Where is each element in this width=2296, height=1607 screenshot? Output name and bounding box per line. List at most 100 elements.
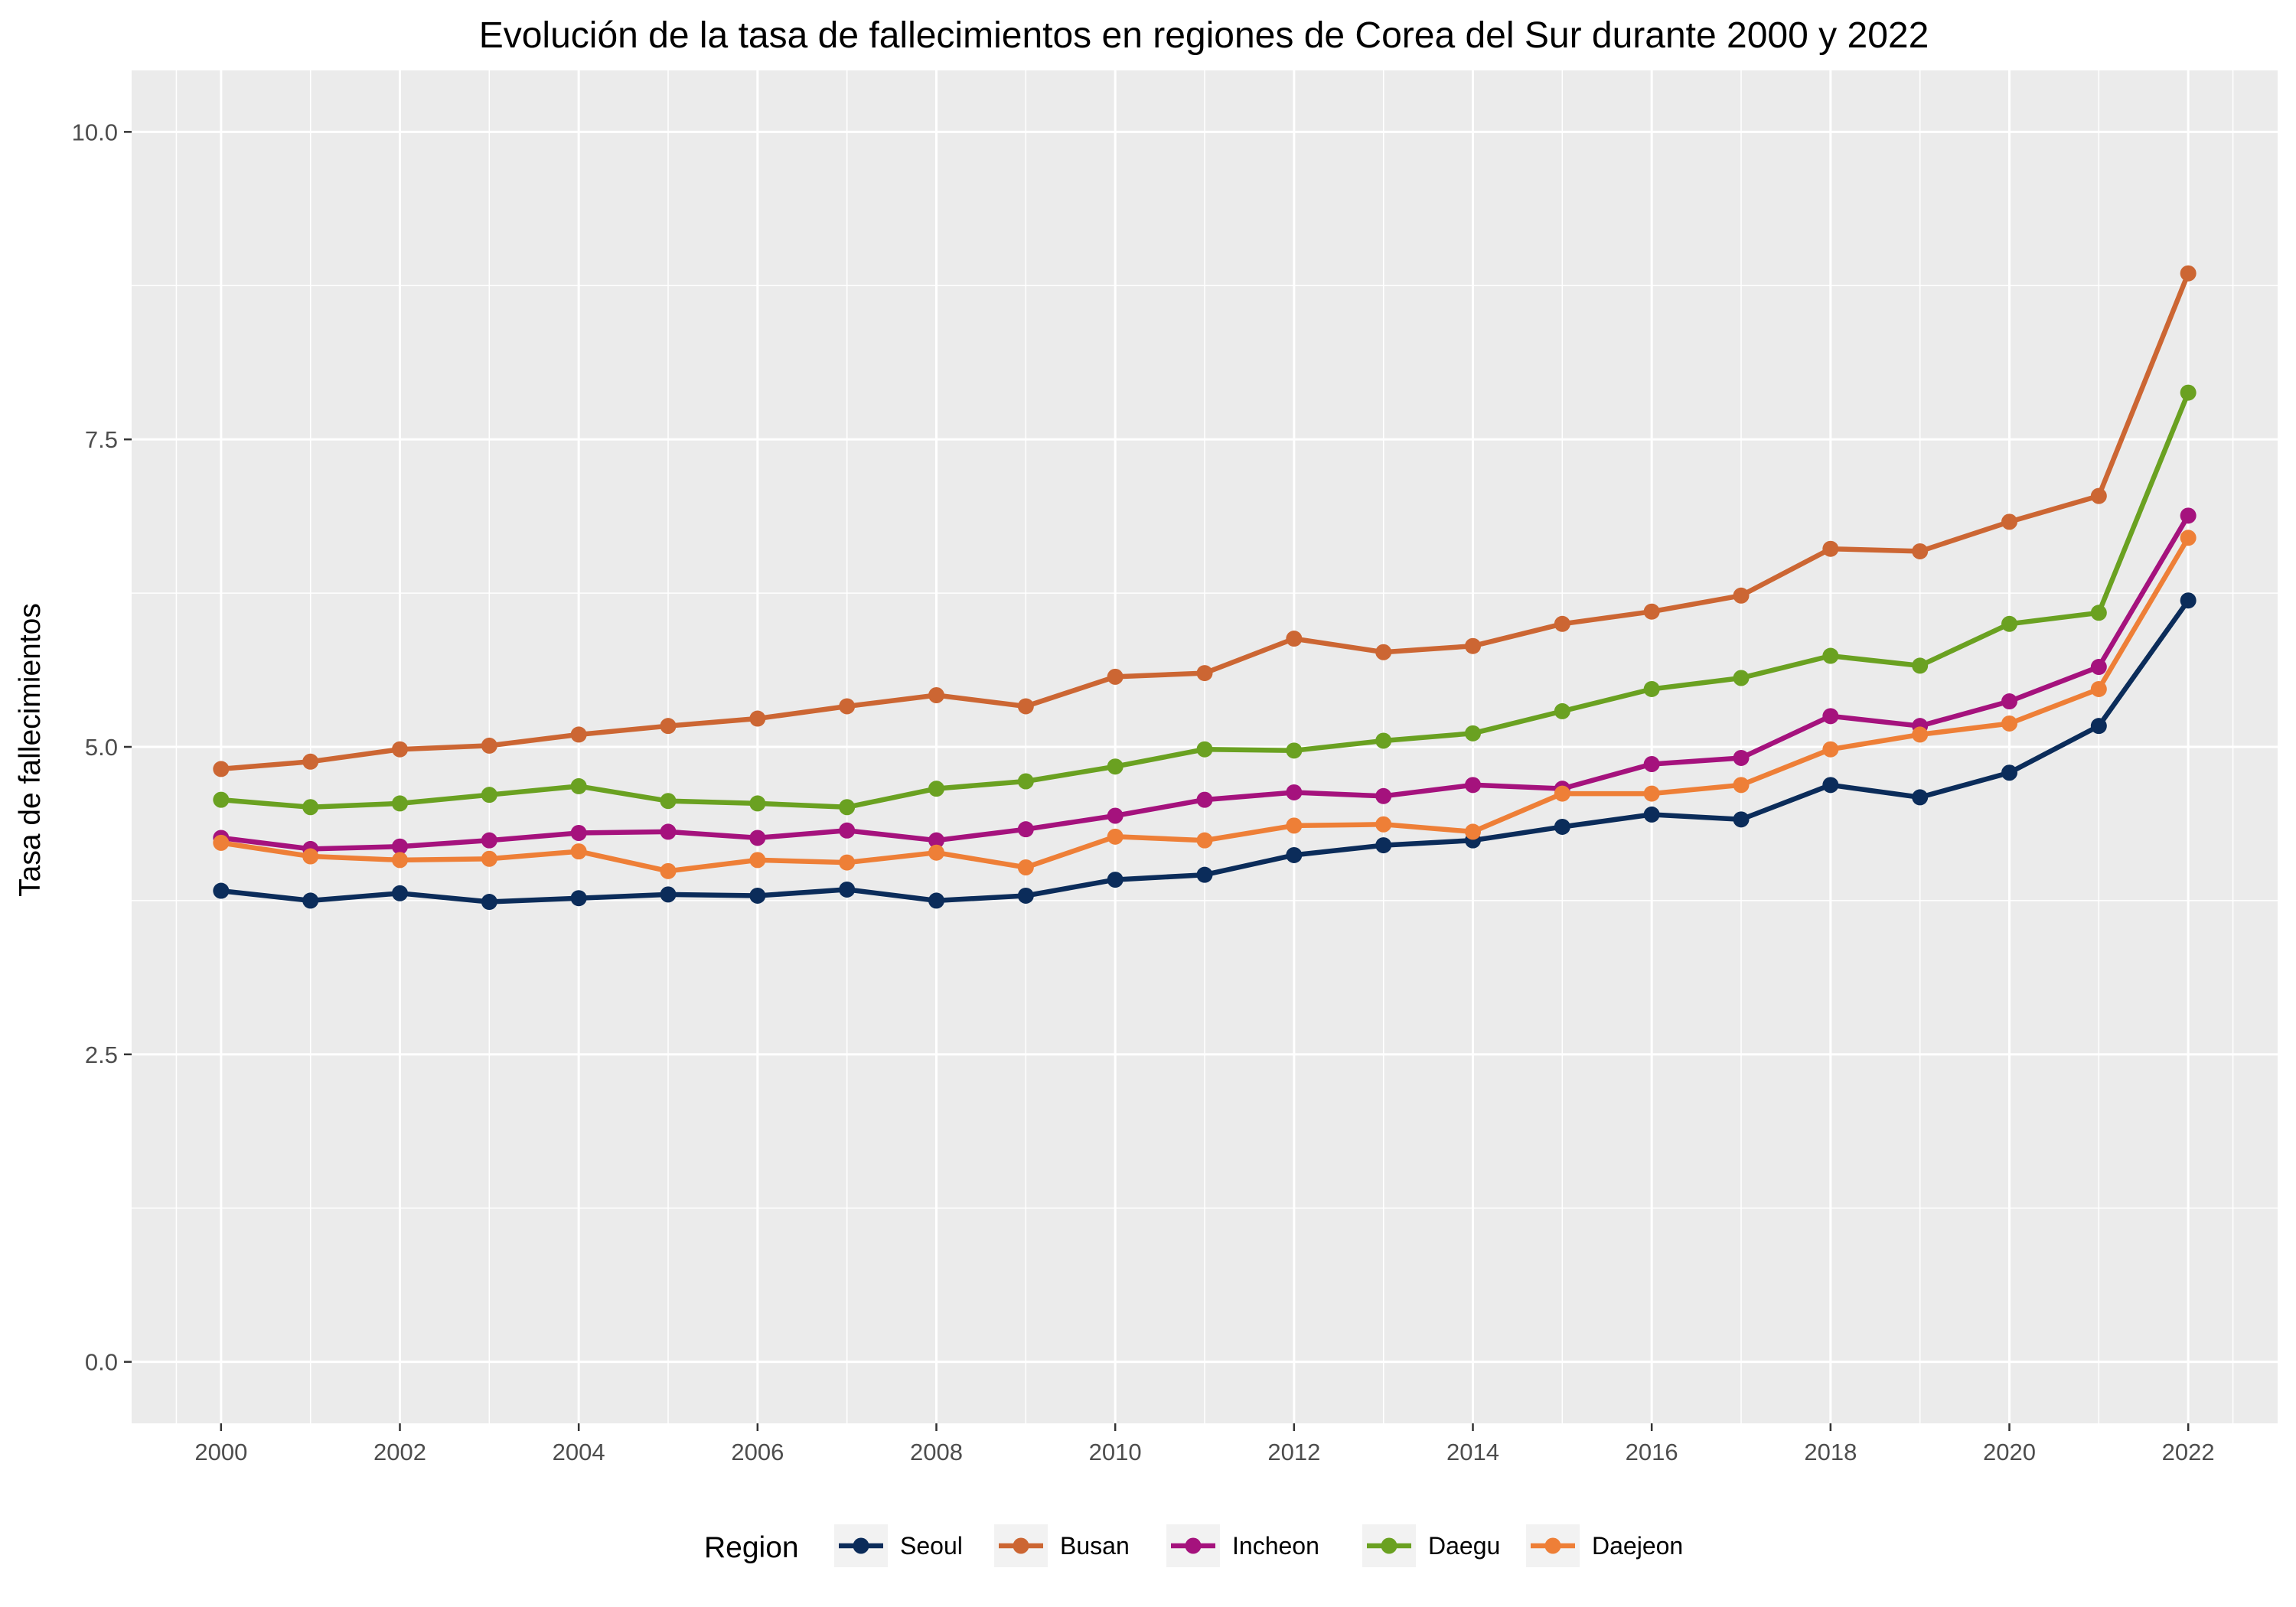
data-point-seoul xyxy=(392,885,408,901)
data-point-busan xyxy=(1643,603,1660,620)
data-point-busan xyxy=(1286,631,1303,647)
data-point-incheon xyxy=(1822,708,1839,725)
x-tick-label: 2012 xyxy=(1267,1439,1320,1465)
data-point-incheon xyxy=(928,832,944,849)
legend-marker-daegu xyxy=(1381,1537,1397,1554)
data-point-daejeon xyxy=(1733,777,1750,794)
data-point-daegu xyxy=(570,777,587,794)
data-point-seoul xyxy=(2180,592,2197,609)
data-point-daegu xyxy=(839,799,856,816)
data-point-daegu xyxy=(1017,773,1034,790)
data-point-busan xyxy=(839,698,856,715)
data-point-seoul xyxy=(1286,846,1303,863)
data-point-daejeon xyxy=(570,843,587,860)
data-point-seoul xyxy=(2090,718,2107,735)
legend-marker-busan xyxy=(1013,1537,1029,1554)
legend-label-incheon: Incheon xyxy=(1232,1532,1319,1560)
data-point-seoul xyxy=(2001,764,2017,781)
series-busan xyxy=(213,265,2197,777)
y-axis: 0.0 2.5 5.0 7.5 10.0 xyxy=(72,119,132,1376)
data-point-daejeon xyxy=(1822,741,1839,758)
data-point-incheon xyxy=(1107,807,1124,824)
data-point-daegu xyxy=(481,787,497,804)
legend-item-daejeon: Daejeon xyxy=(1526,1524,1683,1567)
data-point-daegu xyxy=(2180,384,2197,401)
legend-items: Seoul Busan Incheon Daegu Daejeon xyxy=(834,1524,1683,1567)
data-point-seoul xyxy=(839,881,856,898)
x-tick-label: 2006 xyxy=(731,1439,784,1465)
data-point-busan xyxy=(2090,487,2107,504)
legend-title: Region xyxy=(704,1531,799,1564)
x-tick-label: 2016 xyxy=(1626,1439,1678,1465)
data-point-daejeon xyxy=(1375,816,1392,833)
data-point-daegu xyxy=(1733,670,1750,686)
data-point-daegu xyxy=(660,793,677,810)
data-point-daegu xyxy=(749,795,766,812)
series-daejeon xyxy=(213,530,2197,879)
data-point-seoul xyxy=(1643,806,1660,823)
x-axis: 2000 2002 2004 2006 2008 2010 2012 2014 2016 2018… xyxy=(194,1423,2215,1465)
data-point-incheon xyxy=(481,832,497,849)
data-point-incheon xyxy=(392,838,408,855)
x-tick-label: 2004 xyxy=(553,1439,605,1465)
data-point-incheon xyxy=(1286,784,1303,800)
legend-label-daegu: Daegu xyxy=(1428,1532,1500,1560)
data-point-busan xyxy=(1017,698,1034,715)
data-point-busan xyxy=(570,726,587,743)
data-point-daegu xyxy=(213,791,230,808)
data-point-busan xyxy=(1107,668,1124,685)
data-point-busan xyxy=(392,741,408,758)
data-point-incheon xyxy=(1017,821,1034,838)
legend: Region Seoul Busan Incheon Daegu Daejeon xyxy=(704,1524,1683,1567)
major-gridlines xyxy=(132,70,2278,1423)
data-point-busan xyxy=(1465,637,1481,654)
data-point-seoul xyxy=(928,892,944,909)
y-axis-title: Tasa de fallecimientos xyxy=(14,603,47,897)
data-point-daegu xyxy=(2001,615,2017,632)
legend-label-seoul: Seoul xyxy=(900,1532,963,1560)
data-point-seoul xyxy=(570,890,587,907)
data-point-seoul xyxy=(1375,837,1392,854)
data-point-busan xyxy=(2001,513,2017,530)
data-point-daegu xyxy=(1107,758,1124,775)
x-tick-label: 2020 xyxy=(1983,1439,2036,1465)
y-tick-label: 2.5 xyxy=(85,1041,118,1068)
data-point-busan xyxy=(928,686,944,703)
x-tick-label: 2018 xyxy=(1804,1439,1857,1465)
data-point-daegu xyxy=(1375,732,1392,749)
y-tick-label: 7.5 xyxy=(85,426,118,453)
data-point-incheon xyxy=(660,823,677,840)
data-point-seoul xyxy=(660,886,677,903)
data-point-incheon xyxy=(2090,659,2107,676)
data-point-seoul xyxy=(1912,789,1929,806)
data-point-daegu xyxy=(2090,605,2107,621)
x-tick-label: 2000 xyxy=(194,1439,247,1465)
y-tick-label: 5.0 xyxy=(85,734,118,761)
data-point-busan xyxy=(1733,587,1750,604)
data-point-daejeon xyxy=(1912,726,1929,743)
data-point-seoul xyxy=(1733,811,1750,828)
data-point-daegu xyxy=(1465,725,1481,742)
data-point-daejeon xyxy=(1196,832,1213,849)
data-point-busan xyxy=(213,761,230,777)
legend-item-busan: Busan xyxy=(994,1524,1130,1567)
data-point-incheon xyxy=(1733,749,1750,766)
series-seoul xyxy=(213,592,2197,911)
data-point-daejeon xyxy=(749,852,766,869)
legend-label-daejeon: Daejeon xyxy=(1592,1532,1683,1560)
data-point-daejeon xyxy=(2001,715,2017,732)
data-point-daejeon xyxy=(928,844,944,861)
data-point-incheon xyxy=(1643,756,1660,773)
data-point-seoul xyxy=(481,894,497,911)
data-point-incheon xyxy=(749,830,766,846)
data-point-daejeon xyxy=(1643,785,1660,802)
data-point-daegu xyxy=(1554,702,1570,719)
chart-title: Evolución de la tasa de fallecimientos e… xyxy=(479,15,1929,56)
x-tick-label: 2008 xyxy=(910,1439,963,1465)
series-layer xyxy=(213,265,2197,911)
series-incheon xyxy=(213,507,2197,857)
y-tick-label: 0.0 xyxy=(85,1349,118,1376)
data-point-incheon xyxy=(2001,693,2017,710)
data-point-seoul xyxy=(302,892,319,909)
data-point-busan xyxy=(1822,540,1839,557)
